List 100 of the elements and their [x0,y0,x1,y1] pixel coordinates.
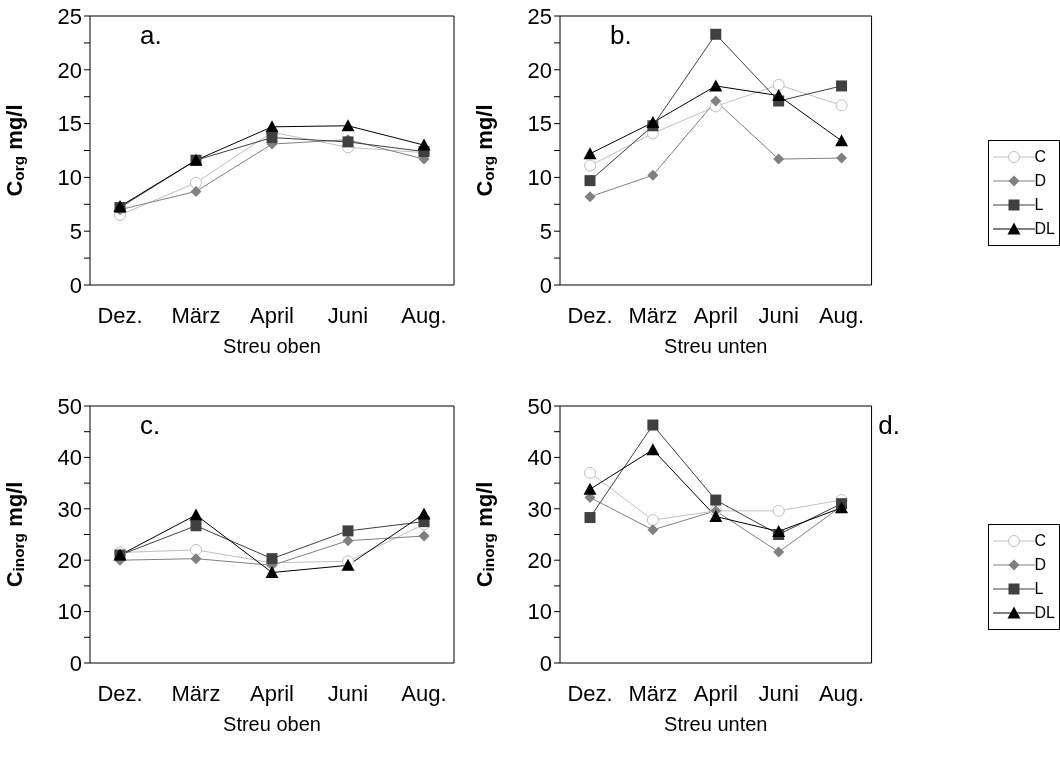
point [190,185,202,197]
point [836,80,848,92]
point [835,99,848,112]
y-tick-label: 25 [57,3,82,29]
point [266,132,278,144]
x-tick-label: Aug. [818,680,865,706]
y-tick-label: 10 [527,599,552,625]
x-tick-label: Juni [327,680,369,706]
point [772,78,785,91]
y-tick-label: 20 [57,57,82,83]
point [417,138,431,151]
point [772,524,786,537]
x-axis-title: Streu unten [664,713,768,735]
point [646,443,660,456]
legend-label: D [1034,555,1047,574]
point [342,525,354,537]
y-tick-label: 30 [57,496,82,522]
x-tick-label: Juni [758,680,799,706]
y-tick-label: 5 [69,219,82,245]
point [772,504,785,517]
y-tick-label: 15 [57,111,82,137]
point [773,153,785,165]
legend-label: L [1034,579,1044,598]
x-axis-title: Streu unten [664,335,768,357]
point [342,535,354,547]
point [584,191,596,203]
y-tick-label: 0 [539,272,552,298]
text: d. [878,410,900,441]
point [584,175,596,187]
legend-label: DL [1034,603,1055,622]
y-tick-label: 40 [527,445,552,471]
y-tick-label: 10 [57,599,82,625]
point [772,89,786,102]
legend-label: L [1034,195,1044,214]
y-tick-label: 15 [527,111,552,137]
point [583,482,597,495]
point [709,510,723,523]
point [646,116,660,129]
y-tick-label: 30 [527,496,552,522]
x-tick-label: Dez. [567,302,613,328]
point [190,543,202,556]
x-axis-title: Streu oben [223,713,321,735]
point [647,524,659,536]
x-tick-label: Aug. [401,302,447,328]
y-tick-label: 25 [527,3,552,29]
point [709,79,723,92]
x-tick-label: März [171,680,221,706]
point [584,159,596,172]
x-tick-label: April [249,680,295,706]
y-tick-label: 5 [539,219,552,245]
point [710,28,722,40]
x-tick-label: Juni [327,302,369,328]
y-tick-label: 50 [57,393,82,419]
x-tick-label: März [171,302,221,328]
point [418,530,430,542]
y-tick-label: 10 [527,165,552,191]
y-tick-label: 20 [527,548,552,574]
point [773,546,785,558]
point [417,507,431,520]
x-tick-label: Dez. [97,680,143,706]
point [190,553,202,565]
y-tick-label: 0 [539,650,552,676]
point [341,119,355,132]
y-tick-label: 50 [527,393,552,419]
x-tick-label: März [628,302,678,328]
point [266,553,278,565]
point [190,520,202,532]
point [710,95,722,107]
point [647,169,659,181]
x-tick-label: April [693,680,738,706]
annotation: b. [610,20,632,51]
point [189,508,203,521]
point [265,120,279,133]
y-tick-label: 20 [527,57,552,83]
legend-label: C [1034,147,1047,166]
x-tick-label: Aug. [401,680,447,706]
point [265,566,279,579]
y-tick-label: 10 [57,165,82,191]
x-tick-label: Aug. [818,302,865,328]
point [836,152,848,164]
y-tick-label: 0 [69,650,82,676]
point [584,512,596,524]
y-tick-label: 20 [57,548,82,574]
point [835,134,849,147]
y-tick-label: 40 [57,445,82,471]
x-tick-label: Dez. [567,680,613,706]
x-tick-label: Juni [758,302,799,328]
point [710,494,722,506]
legend-label: C [1034,531,1047,550]
x-tick-label: April [249,302,295,328]
point [584,466,596,479]
x-tick-label: März [628,680,678,706]
y-tick-label: 0 [69,272,82,298]
point [647,419,659,431]
x-tick-label: April [693,302,738,328]
x-axis-title: Streu oben [223,335,321,357]
legend-label: D [1034,171,1047,190]
point [583,147,597,160]
point [646,514,659,527]
annotation: a. [140,20,162,51]
